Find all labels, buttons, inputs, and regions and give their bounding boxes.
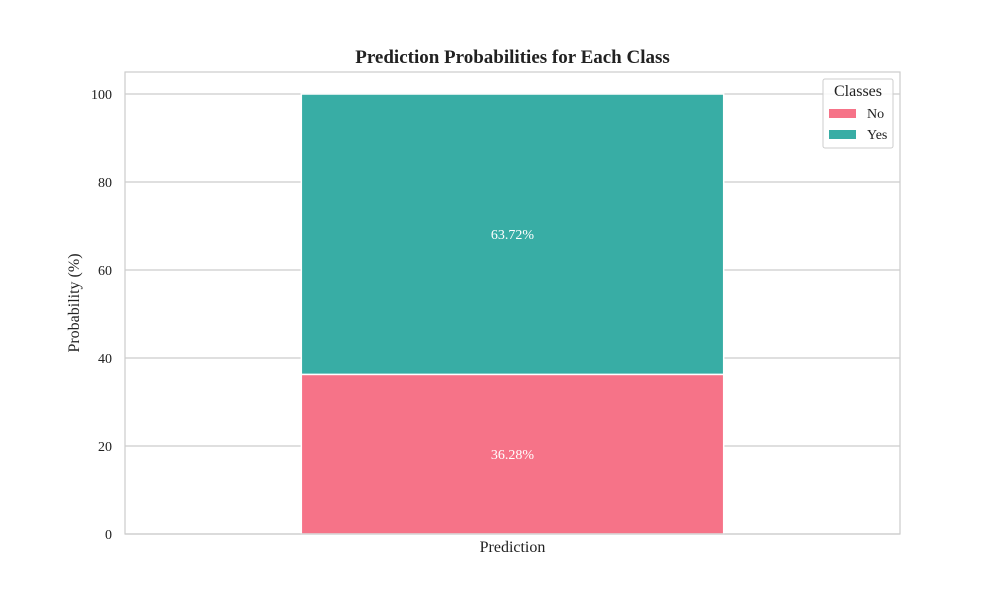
y-tick-label-60: 60 (98, 264, 112, 279)
bar-segment-yes (300, 93, 725, 376)
plot-frame (124, 71, 901, 535)
y-tick-label-80: 80 (98, 176, 112, 191)
legend-swatch-no (829, 109, 856, 118)
chart-title: Prediction Probabilities for Each Class (355, 47, 670, 68)
legend: Classes No Yes (822, 78, 894, 149)
y-tick-labels: 0 20 40 60 80 100 (91, 88, 112, 543)
legend-swatch-yes (829, 130, 856, 139)
y-tick-label-20: 20 (98, 440, 112, 455)
legend-label-no: No (867, 107, 884, 122)
y-axis-label: Probability (%) (66, 253, 83, 352)
bar-label-yes: 63.72% (491, 228, 535, 243)
legend-title: Classes (834, 83, 882, 100)
y-tick-label-40: 40 (98, 352, 112, 367)
y-tick-label-100: 100 (91, 88, 112, 103)
y-tick-label-0: 0 (105, 528, 112, 543)
bars-layer: 36.28% 63.72% (300, 93, 725, 535)
legend-label-yes: Yes (867, 128, 887, 143)
bar-label-no: 36.28% (491, 448, 535, 463)
bar-segment-no (300, 373, 725, 535)
x-tick-label: Prediction (480, 539, 546, 556)
